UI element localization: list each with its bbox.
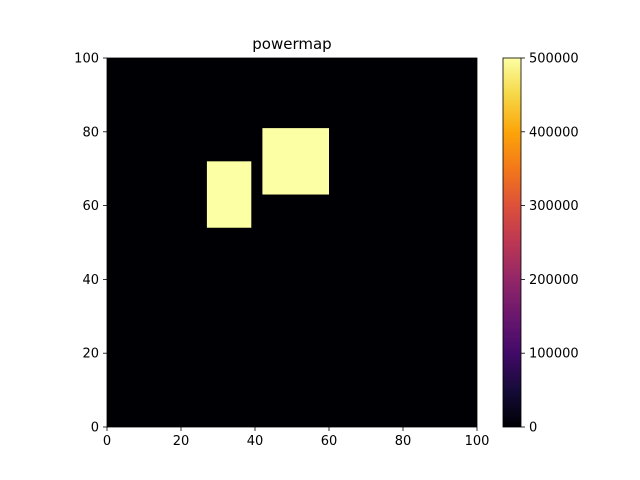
y-tick-label: 60 [82, 199, 99, 214]
x-tick-label: 80 [395, 434, 412, 449]
heatmap-region-2 [262, 128, 329, 195]
colorbar-tick-label: 200000 [529, 273, 579, 288]
y-tick-label: 20 [82, 347, 99, 362]
y-tick-label: 100 [74, 52, 99, 67]
colorbar-axis: 0 100000 200000 300000 400000 500000 [521, 52, 579, 436]
x-tick-label: 100 [465, 434, 490, 449]
y-tick-label: 80 [82, 125, 99, 140]
plot-frame [106, 57, 478, 428]
chart-title: powermap [252, 35, 331, 53]
x-tick-label: 60 [321, 434, 338, 449]
x-tick-label: 40 [247, 434, 264, 449]
x-tick-label: 0 [103, 434, 111, 449]
colorbar-tick-label: 0 [529, 421, 537, 436]
heatmap-region-1 [206, 161, 252, 228]
colorbar-tick-label: 100000 [529, 347, 579, 362]
y-tick-label: 40 [82, 273, 99, 288]
x-axis: 0 20 40 60 80 100 [103, 427, 490, 449]
colorbar-gradient [502, 57, 522, 428]
y-axis: 0 20 40 60 80 100 [74, 52, 107, 436]
colorbar [502, 57, 522, 428]
heatmap-background [107, 58, 477, 427]
x-tick-label: 20 [173, 434, 190, 449]
plot-area [106, 57, 478, 428]
y-tick-label: 0 [91, 421, 99, 436]
colorbar-tick-label: 400000 [529, 125, 579, 140]
colorbar-tick-label: 500000 [529, 52, 579, 67]
colorbar-tick-label: 300000 [529, 199, 579, 214]
